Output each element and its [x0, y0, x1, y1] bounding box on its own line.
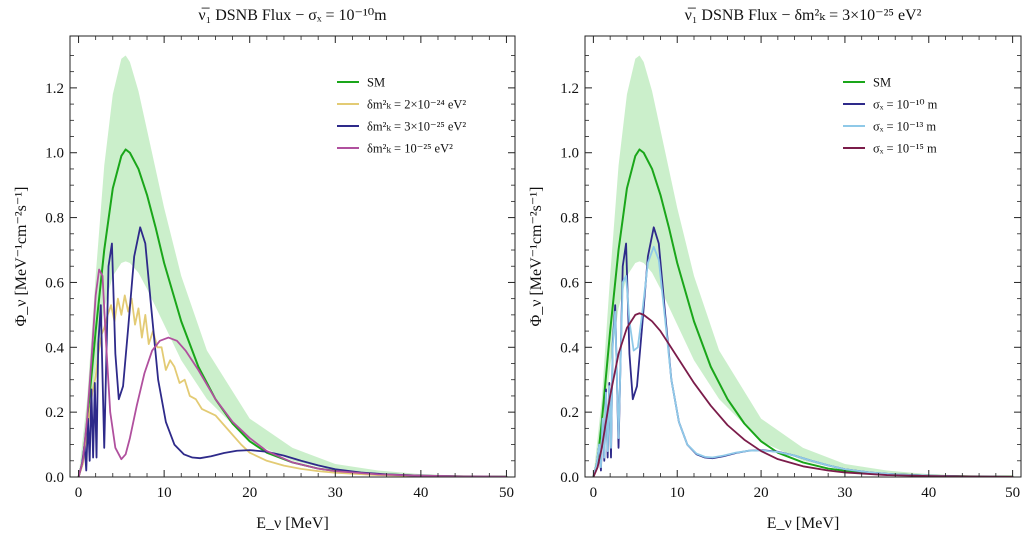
y-tick-label: 0.8: [45, 211, 64, 227]
legend-label-3: σₓ = 10⁻¹³ m: [873, 120, 936, 134]
y-tick-label: 0.0: [45, 470, 64, 486]
series-line-4: [77, 268, 508, 477]
x-tick-label: 50: [1005, 485, 1020, 501]
series-line-1: [592, 148, 1014, 477]
y-axis-label: Φ_ν [MeV⁻¹cm⁻²s⁻¹]: [13, 187, 30, 327]
series-line-2: [77, 294, 508, 477]
legend-label-4: δm²ₖ = 10⁻²⁵ eV²: [367, 142, 453, 156]
legend-label-1: SM: [873, 76, 891, 90]
y-tick-label: 0.2: [45, 405, 64, 421]
legend-label-1: SM: [367, 76, 385, 90]
y-tick-label: 0.2: [560, 405, 579, 421]
series-line-3: [77, 226, 508, 477]
x-tick-label: 40: [413, 485, 428, 501]
legend-label-4: σₓ = 10⁻¹⁵ m: [873, 142, 937, 156]
legend-label-3: δm²ₖ = 3×10⁻²⁵ eV²: [367, 120, 466, 134]
y-tick-label: 1.2: [560, 81, 579, 97]
x-tick-label: 0: [590, 485, 598, 501]
y-tick-label: 1.0: [560, 146, 579, 162]
x-tick-label: 40: [921, 485, 936, 501]
series-line-4: [592, 312, 1014, 477]
x-tick-label: 10: [157, 485, 172, 501]
uncertainty-band: [593, 55, 1013, 477]
y-tick-label: 1.2: [45, 81, 64, 97]
panel-2: 0 10 20 30 40 50 0.0 0.2 0.4 0.6 0.8 1.0 1.2 ν̅₁ DSNB…: [528, 7, 1022, 532]
y-tick-label: 1.0: [45, 146, 64, 162]
x-tick-label: 20: [242, 485, 257, 501]
x-tick-label: 20: [754, 485, 769, 501]
x-tick-label: 30: [328, 485, 343, 501]
legend-label-2: δm²ₖ = 2×10⁻²⁴ eV²: [367, 98, 466, 112]
x-tick-label: 10: [670, 485, 685, 501]
x-tick-label: 0: [75, 485, 83, 501]
legend-label-2: σₓ = 10⁻¹⁰ m: [873, 98, 938, 112]
x-axis-label: E_ν [MeV]: [256, 515, 329, 532]
x-axis-label: E_ν [MeV]: [767, 515, 840, 532]
y-axis-label: Φ_ν [MeV⁻¹cm⁻²s⁻¹]: [528, 187, 545, 327]
y-tick-label: 0.4: [45, 340, 64, 356]
chart-title: ν̅₁ DSNB Flux − δm²ₖ = 3×10⁻²⁵ eV²: [685, 7, 922, 24]
y-tick-label: 0.4: [560, 340, 579, 356]
y-tick-label: 0.6: [45, 275, 64, 291]
plot-area: [77, 55, 508, 477]
plot-area: [592, 55, 1014, 477]
plot-frame: [69, 35, 516, 478]
y-tick-label: 0.6: [560, 275, 579, 291]
y-tick-label: 0.0: [560, 470, 579, 486]
plot-frame: [584, 35, 1022, 478]
x-tick-label: 50: [499, 485, 514, 501]
panel-1: 0 10 20 30 40 50 0.0 0.2 0.4 0.6 0.8 1.0 1.2 ν̅₁ DSNB…: [13, 7, 516, 532]
y-tick-label: 0.8: [560, 211, 579, 227]
series-line-3: [592, 245, 1014, 477]
x-tick-label: 30: [837, 485, 852, 501]
chart-title: ν̅₁ DSNB Flux − σₓ = 10⁻¹⁰m: [198, 7, 387, 24]
